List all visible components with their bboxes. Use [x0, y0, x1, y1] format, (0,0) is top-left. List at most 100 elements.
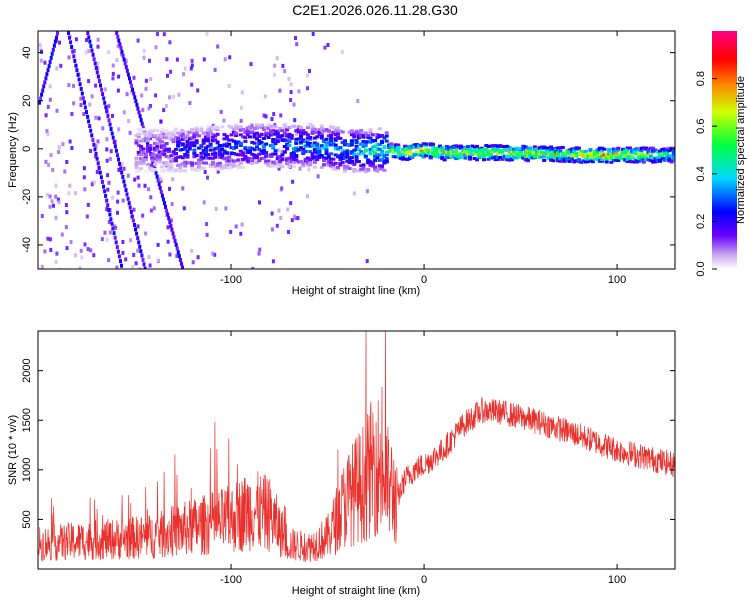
heatmap-cell — [100, 87, 104, 92]
heatmap-cell — [82, 166, 86, 171]
heatmap-cell — [199, 157, 204, 161]
heatmap-cell — [285, 133, 290, 137]
heatmap-cell — [338, 158, 343, 162]
heatmap-cell — [391, 147, 396, 151]
heatmap-cell — [157, 182, 161, 187]
heatmap-cell — [516, 148, 521, 152]
heatmap-cell — [107, 258, 111, 263]
heatmap-cell — [377, 167, 382, 171]
heatmap-cell — [597, 159, 602, 163]
heatmap-cell — [89, 248, 93, 253]
heatmap-cell — [149, 136, 153, 141]
heatmap-cell — [317, 131, 322, 135]
heatmap-cell — [653, 160, 658, 164]
heatmap-cell — [139, 139, 144, 143]
heatmap-cell — [95, 156, 99, 161]
heatmap-cell — [150, 159, 155, 162]
heatmap-cell — [204, 150, 208, 154]
heatmap-cell — [287, 230, 290, 234]
heatmap-cell — [669, 148, 674, 152]
heatmap-cell — [134, 160, 139, 164]
heatmap-cell — [553, 152, 558, 156]
heatmap-cell — [157, 155, 162, 159]
heatmap-cell — [579, 152, 584, 156]
heatmap-cell — [389, 148, 394, 152]
heatmap-cell — [172, 94, 175, 99]
heatmap-cell — [361, 152, 366, 155]
heatmap-cell — [308, 137, 313, 141]
heatmap-cell — [528, 154, 533, 158]
heatmap-cell — [475, 158, 479, 162]
heatmap-cell — [211, 133, 215, 136]
heatmap-cell — [544, 146, 549, 150]
heatmap-cell — [134, 165, 139, 169]
heatmap-cell — [148, 58, 151, 63]
heatmap-cell — [156, 178, 160, 183]
heatmap-cell — [270, 227, 274, 232]
heatmap-cell — [92, 142, 96, 147]
heatmap-cell — [116, 34, 120, 39]
heatmap-cell — [241, 135, 246, 139]
heatmap-cell — [282, 131, 287, 135]
heatmap-cell — [295, 42, 299, 47]
heatmap-cell — [308, 142, 313, 145]
heatmap-cell — [303, 131, 308, 135]
heatmap-cell — [565, 149, 570, 153]
heatmap-cell — [252, 154, 257, 158]
heatmap-cell — [55, 35, 58, 40]
heatmap-cell — [299, 140, 303, 144]
heatmap-cell — [356, 136, 361, 140]
heatmap-cell — [182, 72, 186, 77]
heatmap-cell — [157, 175, 161, 180]
heatmap-cell — [106, 187, 110, 192]
heatmap-cell — [324, 128, 329, 132]
heatmap-cell — [438, 147, 442, 151]
heatmap-cell — [227, 138, 232, 142]
spectrogram-x-ticks: -100 0 100 — [220, 31, 626, 286]
heatmap-cell — [96, 74, 100, 79]
heatmap-cell — [292, 102, 296, 107]
heatmap-cell — [292, 157, 296, 161]
heatmap-cell — [48, 194, 52, 199]
heatmap-cell — [68, 35, 71, 40]
heatmap-cell — [94, 83, 98, 88]
heatmap-cell — [456, 145, 461, 149]
heatmap-cell — [373, 144, 378, 148]
heatmap-cell — [227, 124, 232, 128]
heatmap-cell — [137, 110, 141, 115]
heatmap-cell — [246, 156, 250, 161]
heatmap-cell — [143, 158, 148, 161]
heatmap-cell — [442, 158, 447, 162]
heatmap-cell — [101, 126, 105, 131]
heatmap-cell — [505, 155, 510, 159]
heatmap-cell — [156, 258, 160, 263]
heatmap-cell — [158, 186, 162, 190]
heatmap-cell — [141, 156, 146, 160]
heatmap-cell — [88, 124, 92, 129]
heatmap-cell — [278, 155, 283, 158]
heatmap-cell — [245, 128, 250, 132]
heatmap-cell — [115, 265, 119, 269]
heatmap-cell — [287, 165, 292, 169]
heatmap-cell — [345, 151, 350, 155]
heatmap-cell — [382, 145, 387, 149]
heatmap-cell — [368, 160, 373, 164]
heatmap-cell — [117, 127, 121, 132]
heatmap-cell — [356, 169, 361, 173]
heatmap-cell — [111, 76, 115, 81]
heatmap-cell — [46, 236, 50, 241]
heatmap-cell — [278, 164, 283, 168]
heatmap-cell — [662, 147, 667, 151]
heatmap-cell — [287, 139, 292, 143]
heatmap-cell — [611, 152, 616, 156]
heatmap-cell — [345, 154, 350, 157]
heatmap-cell — [222, 133, 227, 137]
heatmap-cell — [236, 164, 241, 168]
heatmap-cell — [273, 72, 276, 77]
heatmap-cell — [366, 140, 371, 144]
heatmap-cell — [224, 159, 229, 163]
heatmap-cell — [197, 160, 202, 164]
heatmap-cell — [136, 153, 141, 156]
heatmap-cell — [586, 157, 591, 161]
heatmap-cell — [220, 125, 225, 129]
